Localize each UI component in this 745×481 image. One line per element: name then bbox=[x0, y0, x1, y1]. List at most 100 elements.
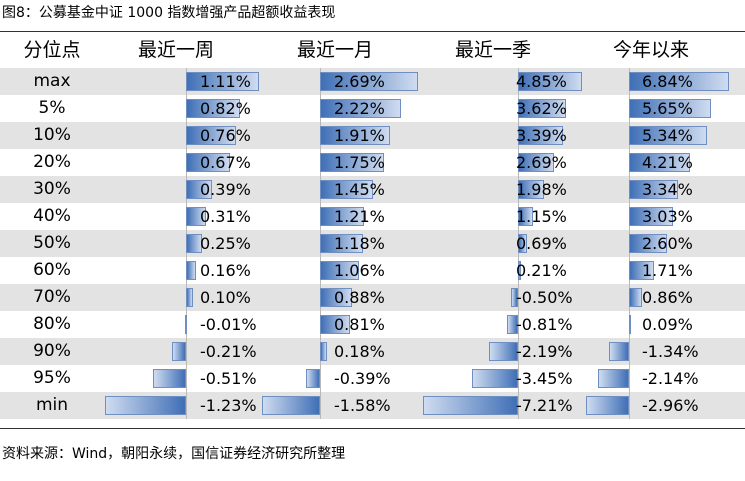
row-label: 80% bbox=[33, 314, 71, 334]
data-bar-month bbox=[320, 207, 365, 226]
data-bar-week bbox=[186, 126, 236, 145]
cell-value-quarter: 0.69% bbox=[516, 234, 567, 253]
cell-value-week: 0.25% bbox=[200, 234, 251, 253]
cell-value-ytd: -1.34% bbox=[642, 342, 699, 361]
data-bar-week bbox=[186, 261, 197, 280]
data-bar-quarter bbox=[511, 288, 518, 307]
data-bar-month bbox=[320, 126, 390, 145]
row-label: 40% bbox=[33, 206, 71, 226]
row-label: 30% bbox=[33, 179, 71, 199]
cell-value-quarter: -2.19% bbox=[516, 342, 573, 361]
table-row: 30% 0.39% 1.45% 1.98% 3.34% bbox=[0, 176, 745, 203]
cell-value-ytd: -2.14% bbox=[642, 369, 699, 388]
table-row: 50% 0.25% 1.18% 0.69% 2.60% bbox=[0, 230, 745, 257]
table-row: 95% -0.51% -0.39% -3.45% -2.14% bbox=[0, 365, 745, 392]
table-row: 5% 0.82% 2.22% 3.62% 5.65% bbox=[0, 95, 745, 122]
table-row: 20% 0.67% 1.75% 2.69% 4.21% bbox=[0, 149, 745, 176]
data-bar-quarter bbox=[489, 342, 518, 361]
table-row: 80% -0.01% 0.81% -0.81% 0.09% bbox=[0, 311, 745, 338]
data-bar-ytd bbox=[629, 99, 712, 118]
data-bar-week bbox=[186, 99, 240, 118]
cell-value-week: 0.76% bbox=[200, 126, 251, 145]
row-label: 5% bbox=[38, 98, 66, 118]
cell-value-month: 0.81% bbox=[334, 315, 385, 334]
zero-axis-week bbox=[186, 392, 187, 419]
cell-value-month: 0.18% bbox=[334, 342, 385, 361]
data-bar-quarter bbox=[507, 315, 518, 334]
cell-value-week: -0.01% bbox=[200, 315, 257, 334]
cell-value-ytd: 5.34% bbox=[642, 126, 693, 145]
zero-axis-quarter bbox=[518, 311, 519, 338]
data-bar-ytd bbox=[609, 342, 629, 361]
cell-value-month: -0.39% bbox=[334, 369, 391, 388]
data-bar-quarter bbox=[518, 153, 554, 172]
data-bar-quarter bbox=[518, 261, 521, 280]
data-bar-week bbox=[186, 207, 207, 226]
cell-value-week: 0.67% bbox=[200, 153, 251, 172]
cell-value-week: -0.21% bbox=[200, 342, 257, 361]
data-bar-month bbox=[320, 342, 327, 361]
cell-value-week: 1.11% bbox=[200, 72, 251, 91]
table-row: 90% -0.21% 0.18% -2.19% -1.34% bbox=[0, 338, 745, 365]
data-bar-month bbox=[305, 369, 320, 388]
cell-value-quarter: -0.50% bbox=[516, 288, 573, 307]
bottom-rule bbox=[0, 428, 745, 429]
zero-axis-week bbox=[186, 338, 187, 365]
header-col-quarter: 最近一季 bbox=[455, 39, 532, 61]
data-bar-month bbox=[320, 153, 385, 172]
data-bar-ytd bbox=[585, 396, 629, 415]
data-bar-month bbox=[262, 396, 320, 415]
data-bar-ytd bbox=[629, 153, 691, 172]
data-bar-quarter bbox=[518, 234, 528, 253]
row-label: 70% bbox=[33, 287, 71, 307]
row-label: 10% bbox=[33, 125, 71, 145]
row-label: 90% bbox=[33, 341, 71, 361]
cell-value-quarter: 0.21% bbox=[516, 261, 567, 280]
header-col-ytd: 今年以来 bbox=[613, 39, 690, 61]
data-bar-month bbox=[320, 180, 374, 199]
cell-value-month: 2.69% bbox=[334, 72, 385, 91]
cell-value-quarter: -3.45% bbox=[516, 369, 573, 388]
zero-axis-quarter bbox=[518, 365, 519, 392]
row-label: 20% bbox=[33, 152, 71, 172]
cell-value-week: 0.82% bbox=[200, 99, 251, 118]
data-bar-ytd bbox=[629, 234, 667, 253]
data-bar-week bbox=[186, 288, 193, 307]
cell-value-ytd: 5.65% bbox=[642, 99, 693, 118]
data-bar-month bbox=[320, 288, 353, 307]
cell-value-week: -1.23% bbox=[200, 396, 257, 415]
table-row: 10% 0.76% 1.91% 3.39% 5.34% bbox=[0, 122, 745, 149]
data-bar-ytd bbox=[629, 126, 707, 145]
data-bar-quarter bbox=[472, 369, 518, 388]
data-bar-month bbox=[320, 99, 402, 118]
cell-value-quarter: 3.62% bbox=[516, 99, 567, 118]
data-bar-ytd bbox=[629, 207, 674, 226]
source-note: 资料来源：Wind，朝阳永续，国信证券经济研究所整理 bbox=[2, 446, 346, 462]
cell-value-month: 1.45% bbox=[334, 180, 385, 199]
cell-value-quarter: 4.85% bbox=[516, 72, 567, 91]
cell-value-ytd: 1.71% bbox=[642, 261, 693, 280]
cell-value-quarter: 1.15% bbox=[516, 207, 567, 226]
data-bar-ytd bbox=[629, 180, 678, 199]
data-bar-week bbox=[186, 234, 203, 253]
data-bar-quarter bbox=[518, 207, 534, 226]
data-bar-month bbox=[320, 315, 350, 334]
cell-value-quarter: 1.98% bbox=[516, 180, 567, 199]
cell-value-month: 1.06% bbox=[334, 261, 385, 280]
table-row: min -1.23% -1.58% -7.21% -2.96% bbox=[0, 392, 745, 419]
zero-axis-ytd bbox=[629, 338, 630, 365]
data-bar-week bbox=[186, 153, 230, 172]
data-bar-ytd bbox=[597, 369, 629, 388]
data-bar-month bbox=[320, 72, 419, 91]
data-bar-week bbox=[152, 369, 186, 388]
table-row: 40% 0.31% 1.21% 1.15% 3.03% bbox=[0, 203, 745, 230]
table-row: 60% 0.16% 1.06% 0.21% 1.71% bbox=[0, 257, 745, 284]
cell-value-month: 1.75% bbox=[334, 153, 385, 172]
zero-axis-week bbox=[186, 365, 187, 392]
cell-value-week: -0.51% bbox=[200, 369, 257, 388]
zero-axis-month bbox=[320, 365, 321, 392]
data-bar-week bbox=[105, 396, 186, 415]
row-label: max bbox=[33, 71, 71, 91]
cell-value-ytd: 2.60% bbox=[642, 234, 693, 253]
cell-value-quarter: -0.81% bbox=[516, 315, 573, 334]
